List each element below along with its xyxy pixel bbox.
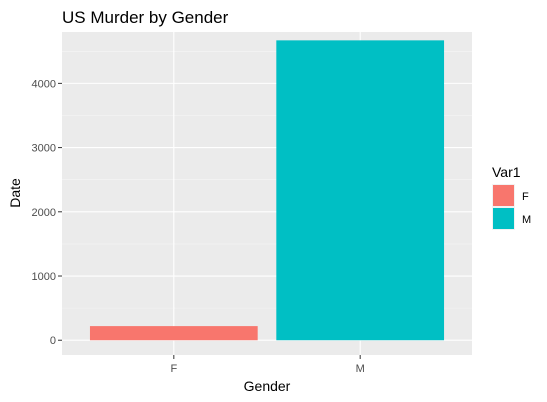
legend-label-m: M xyxy=(522,214,531,226)
legend-label-f: F xyxy=(522,191,529,203)
y-tick-label: 4000 xyxy=(32,78,56,90)
y-tick-label: 2000 xyxy=(32,207,56,219)
legend: Var1 FM xyxy=(492,164,531,230)
x-tick-label: M xyxy=(356,363,365,375)
x-axis-title: Gender xyxy=(244,378,291,394)
legend-title: Var1 xyxy=(492,164,521,180)
bars xyxy=(89,40,445,341)
bar-m xyxy=(276,40,445,341)
y-tick-label: 1000 xyxy=(32,271,56,283)
legend-swatch-f xyxy=(493,185,514,206)
legend-swatch-m xyxy=(493,208,514,229)
chart-title: US Murder by Gender xyxy=(62,8,229,27)
y-axis-title: Date xyxy=(7,178,23,208)
y-axis: 0 1000 2000 3000 4000 xyxy=(32,78,62,347)
x-tick-label: F xyxy=(170,363,177,375)
y-tick-label: 0 xyxy=(50,335,56,347)
y-tick-label: 3000 xyxy=(32,143,56,155)
bar-f xyxy=(89,326,258,341)
